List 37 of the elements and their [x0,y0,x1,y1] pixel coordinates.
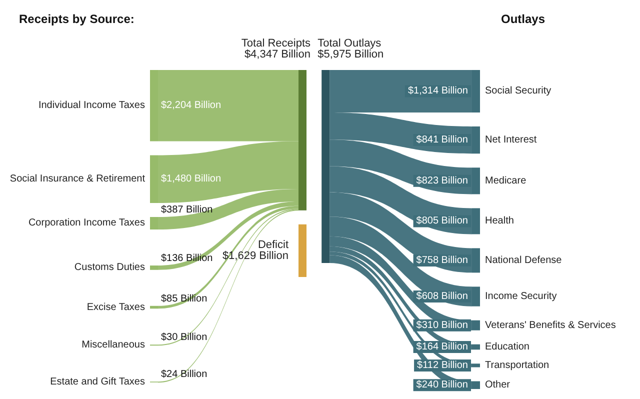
category-label: Individual Income Taxes [38,100,145,112]
text: Total Receipts $4,347 Billion [241,38,311,60]
category-label: Other [485,380,511,391]
text: Outlays [500,12,546,26]
data-label: $841 Billion [416,134,468,146]
data-label: $608 Billion [416,291,468,302]
data-label: $758 Billion [416,254,468,266]
category-label: Estate and Gift Taxes [50,376,145,388]
data-label: $1,480 Billion [161,174,222,185]
category-label: Medicare [485,175,527,186]
data-label: $310 Billion [416,320,468,331]
category-label: Transportation [485,360,550,371]
data-label: $1,314 Billion [408,86,468,97]
category-label: Customs Duties [74,262,145,274]
data-label: $164 Billion [416,341,468,352]
category-label: Deficit [258,239,288,252]
data-label: $387 Billion [161,204,213,216]
category-label: Education [485,341,530,352]
category-label: Health [485,216,514,227]
category-label: Social Security [485,86,552,97]
category-label: Income Security [485,291,557,302]
data-label: $240 Billion [416,380,468,391]
text: Total Outlays $5,975 Billion [318,38,384,60]
data-label: $112 Billion [417,360,468,371]
text: Receipts by Source: [19,12,134,26]
category-label: Social Insurance & Retirement [10,174,146,185]
category-label: Veterans' Benefits & Services [485,320,616,331]
data-label: $2,204 Billion [161,100,222,112]
data-label: $30 Billion [161,332,208,344]
category-label: National Defense [485,254,562,266]
data-label: $805 Billion [416,216,468,227]
category-label: Corporation Income Taxes [28,218,145,229]
data-label: $823 Billion [416,175,468,186]
category-label: Net Interest [485,134,537,146]
category-label: Miscellaneous [82,340,145,351]
category-label: Excise Taxes [86,302,145,313]
data-label: $24 Billion [161,369,208,380]
